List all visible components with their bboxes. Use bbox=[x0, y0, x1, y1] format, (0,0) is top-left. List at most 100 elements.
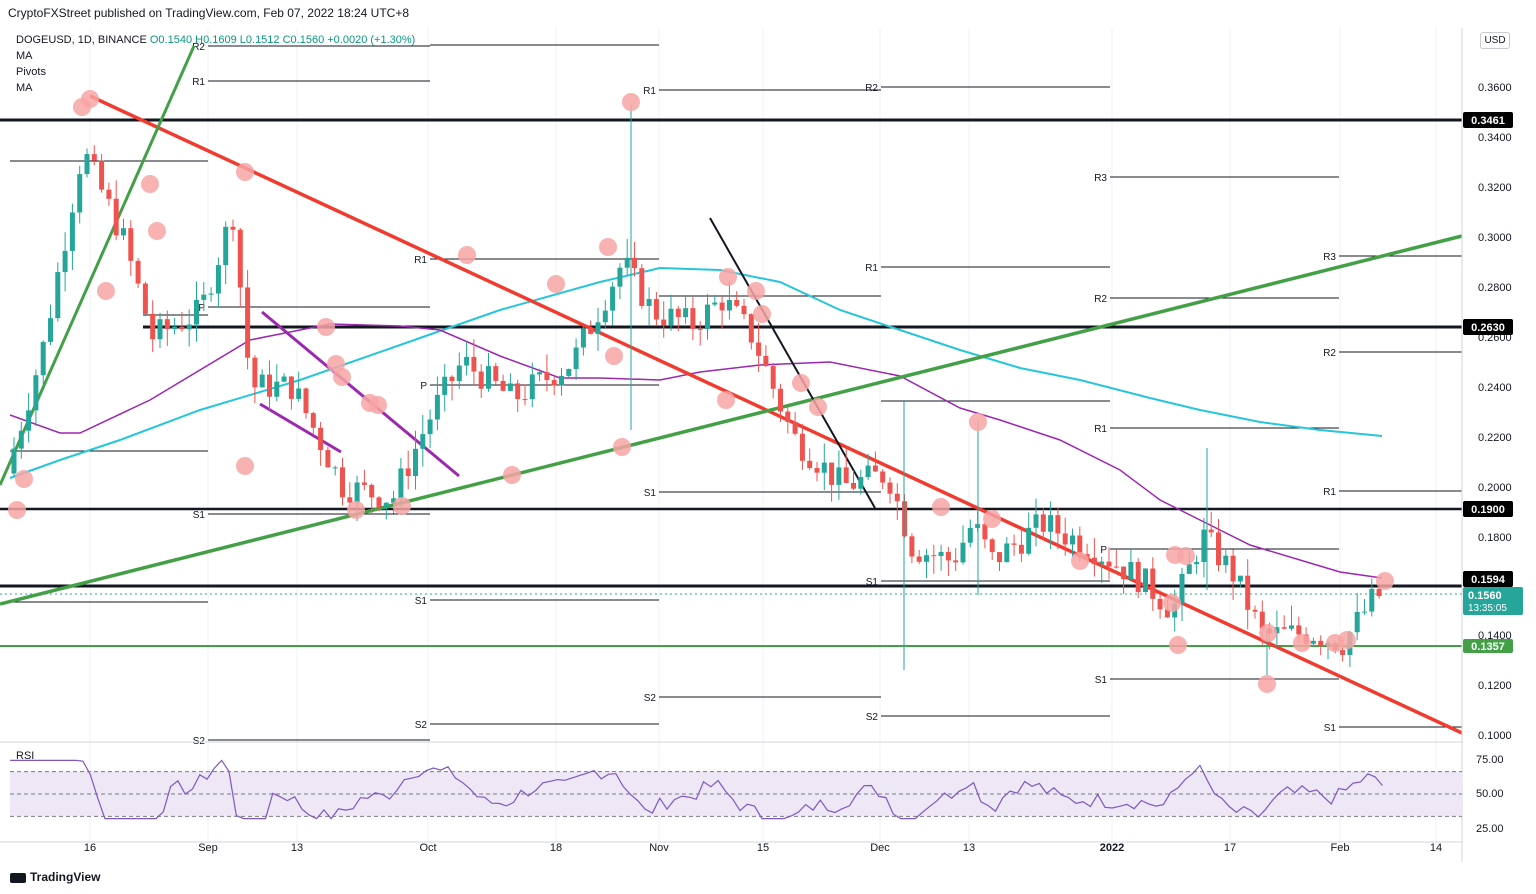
legend-indicator-ma-1[interactable]: MA bbox=[16, 50, 33, 62]
highlight-marker bbox=[1163, 594, 1181, 612]
candle-body bbox=[99, 160, 105, 190]
candle-body bbox=[1274, 627, 1280, 634]
badge-level-5: 0.1357 bbox=[1463, 639, 1513, 653]
candle-body bbox=[989, 539, 995, 553]
candle-body bbox=[1164, 609, 1170, 618]
candle-body bbox=[588, 328, 594, 334]
tradingview-logo[interactable]: TradingView bbox=[10, 870, 100, 884]
badge-level-1: 0.3461 bbox=[1463, 112, 1513, 128]
candle-body bbox=[924, 555, 929, 562]
candle-body bbox=[201, 294, 207, 300]
candle-body bbox=[507, 383, 513, 391]
highlight-marker bbox=[458, 246, 476, 264]
legend-symbol[interactable]: DOGEUSD, 1D, BINANCE bbox=[16, 34, 147, 46]
candle-body bbox=[1296, 625, 1302, 635]
candle-body bbox=[595, 322, 601, 334]
highlight-marker bbox=[1258, 675, 1276, 693]
highlight-marker bbox=[333, 368, 351, 386]
highlight-marker bbox=[809, 398, 827, 416]
candle-body bbox=[909, 536, 915, 557]
candle-body bbox=[449, 376, 455, 382]
horizontal-levels bbox=[0, 118, 1462, 647]
candle-body bbox=[1048, 515, 1054, 532]
price-badges: 0.34610.26300.19000.15940.156013:35:050.… bbox=[1463, 112, 1523, 653]
candle-body bbox=[1310, 640, 1316, 644]
rsi-tick-label: 25.00 bbox=[1476, 823, 1504, 835]
highlight-marker bbox=[141, 175, 159, 193]
candle-body bbox=[135, 260, 141, 284]
candle-body bbox=[237, 229, 243, 288]
time-axis-label: 13 bbox=[291, 842, 303, 854]
candle-body bbox=[1179, 573, 1185, 604]
candle-body bbox=[1252, 609, 1258, 612]
candle-body bbox=[391, 498, 397, 503]
candle-body bbox=[405, 468, 411, 477]
candle-body bbox=[953, 560, 959, 563]
pivot-label: R1 bbox=[414, 255, 427, 266]
candle-body bbox=[639, 268, 645, 306]
ma-fast-line bbox=[9, 323, 1383, 579]
legend-indicator-pivots[interactable]: Pivots bbox=[16, 66, 46, 78]
candle-body bbox=[1091, 557, 1097, 565]
candle-body bbox=[1121, 566, 1127, 580]
candle-body bbox=[252, 357, 258, 388]
candle-body bbox=[310, 413, 316, 428]
badge-background bbox=[1463, 319, 1513, 335]
currency-button[interactable]: USD bbox=[1480, 32, 1510, 49]
candle-body bbox=[142, 283, 148, 314]
highlight-marker bbox=[317, 318, 335, 336]
red-downtrend-line bbox=[89, 94, 1463, 735]
candle-body bbox=[340, 467, 345, 498]
candle-body bbox=[960, 542, 966, 563]
time-axis-label: Dec bbox=[870, 842, 890, 854]
legend-ohlc: O0.1540 H0.1609 L0.1512 C0.1560 +0.0020 … bbox=[149, 34, 416, 46]
badge-level-4: 0.1594 bbox=[1463, 571, 1513, 587]
channel-lower-line bbox=[259, 402, 342, 454]
candle-body bbox=[186, 324, 192, 330]
candle-body bbox=[230, 226, 236, 230]
candle-body bbox=[383, 502, 389, 508]
pivot-label: P bbox=[198, 303, 205, 314]
candle-body bbox=[493, 366, 499, 381]
candle-body bbox=[617, 267, 623, 287]
candle-body bbox=[442, 376, 448, 395]
candle-body bbox=[347, 497, 353, 503]
badge-level-2: 0.2630 bbox=[1463, 319, 1513, 335]
pivot-label: R1 bbox=[643, 86, 656, 97]
pivot-label: R3 bbox=[1094, 173, 1107, 184]
candle-body bbox=[1289, 625, 1294, 629]
candle-body bbox=[18, 430, 24, 449]
candle-body bbox=[1186, 564, 1192, 574]
candle-body bbox=[938, 551, 944, 557]
time-axis-label: 2022 bbox=[1100, 842, 1124, 854]
candle-body bbox=[471, 356, 477, 372]
candle-body bbox=[274, 381, 280, 397]
trendlines bbox=[0, 45, 1463, 735]
highlight-marker bbox=[719, 268, 737, 286]
badge-background bbox=[1463, 112, 1513, 128]
highlight-marker bbox=[393, 497, 411, 515]
price-tick-label: 0.3400 bbox=[1478, 132, 1512, 144]
candle-body bbox=[1369, 588, 1375, 612]
highlight-marker bbox=[15, 470, 33, 488]
highlight-marker bbox=[347, 501, 365, 519]
candle-body bbox=[778, 388, 783, 412]
candle-body bbox=[456, 365, 462, 382]
price-tick-label: 0.2400 bbox=[1478, 382, 1512, 394]
candle-body bbox=[756, 342, 762, 356]
candle-body bbox=[916, 556, 922, 562]
highlight-marker bbox=[622, 93, 640, 111]
candle-body bbox=[267, 374, 272, 397]
candle-body bbox=[121, 228, 126, 236]
highlight-marker bbox=[1376, 572, 1394, 590]
candle-body bbox=[11, 448, 17, 474]
candle-body bbox=[821, 462, 827, 473]
pivot-label: S1 bbox=[644, 488, 657, 499]
legend-indicator-ma-2[interactable]: MA bbox=[16, 82, 33, 94]
candle-body bbox=[792, 421, 798, 434]
candle-body bbox=[332, 467, 338, 469]
highlight-marker bbox=[1177, 547, 1195, 565]
candle-body bbox=[1099, 561, 1105, 565]
candle-body bbox=[719, 302, 725, 311]
